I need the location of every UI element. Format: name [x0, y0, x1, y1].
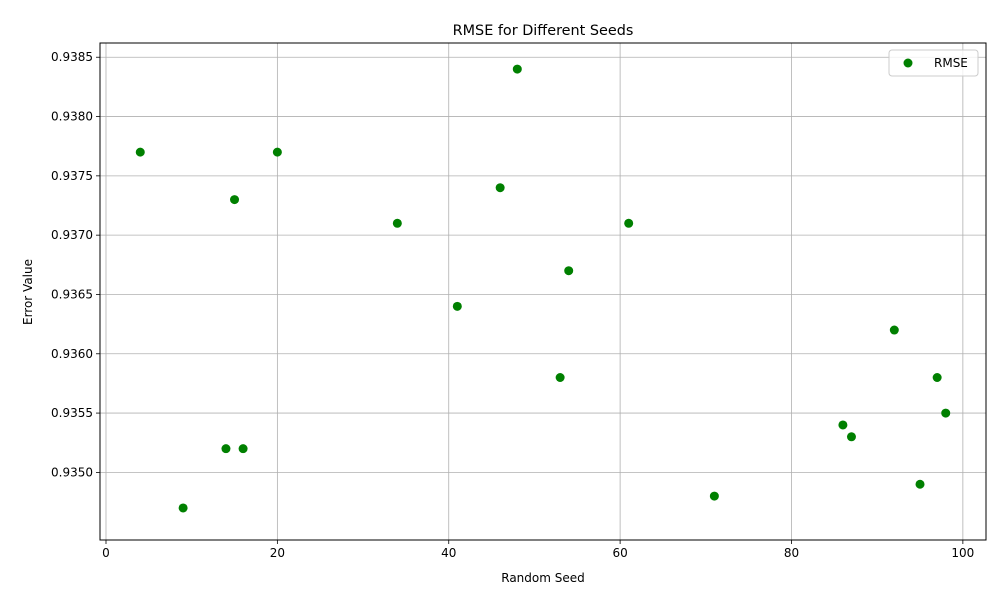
data-point [564, 266, 574, 276]
grid [100, 43, 986, 540]
plot-frame [99, 42, 987, 541]
data-point [272, 147, 282, 157]
data-point [230, 195, 240, 205]
y-tick-label: 0.9380 [51, 110, 93, 124]
data-points [135, 64, 951, 513]
data-point [135, 147, 145, 157]
legend-box [888, 49, 979, 77]
data-point [178, 503, 188, 513]
data-point [709, 491, 719, 501]
legend: RMSE [888, 49, 979, 77]
x-tick-label: 100 [951, 546, 974, 560]
data-point [846, 432, 856, 442]
data-point [238, 444, 248, 454]
y-tick-label: 0.9375 [51, 169, 93, 183]
y-tick-label: 0.9355 [51, 406, 93, 420]
chart-title: RMSE for Different Seeds [453, 23, 634, 39]
data-point [221, 444, 231, 454]
y-tick-label: 0.9370 [51, 228, 93, 242]
x-tick-label: 40 [441, 546, 456, 560]
data-point [932, 372, 942, 382]
x-tick-label: 80 [784, 546, 799, 560]
y-tick-label: 0.9360 [51, 347, 93, 361]
data-point [915, 479, 925, 489]
legend-entry-rmse: RMSE [934, 56, 968, 70]
data-point [624, 218, 634, 228]
x-axis-label: Random Seed [501, 571, 585, 585]
legend-marker [903, 58, 913, 68]
x-axis-ticks: 0 20 40 60 80 100 [102, 540, 974, 560]
data-point [495, 183, 505, 193]
y-tick-label: 0.9365 [51, 287, 93, 301]
data-point [889, 325, 899, 335]
y-tick-label: 0.9385 [51, 50, 93, 64]
data-point [512, 64, 522, 74]
y-axis-label: Error Value [21, 259, 35, 325]
y-tick-label: 0.9350 [51, 465, 93, 479]
y-axis-ticks: 0.9350 0.9355 0.9360 0.9365 0.9370 0.9375 0.93… [51, 50, 100, 479]
data-point [452, 301, 462, 311]
x-tick-label: 60 [612, 546, 627, 560]
data-point [941, 408, 951, 418]
x-tick-label: 20 [270, 546, 285, 560]
data-point [838, 420, 848, 430]
plot-area [100, 43, 986, 540]
data-point [392, 218, 402, 228]
x-tick-label: 0 [102, 546, 110, 560]
data-point [555, 372, 565, 382]
